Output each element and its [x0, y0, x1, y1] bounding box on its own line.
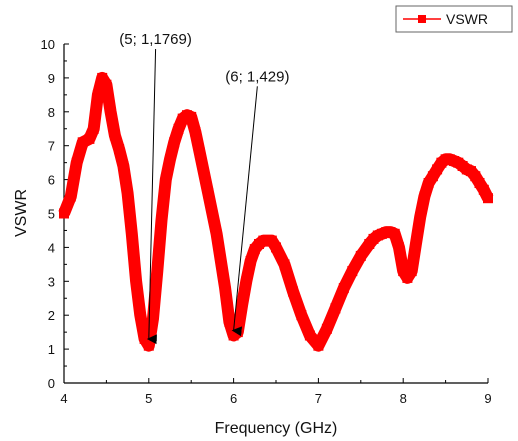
data-point-marker — [105, 106, 116, 117]
annotation-arrow — [146, 48, 157, 345]
data-point-marker — [156, 215, 167, 226]
x-tick-label: 8 — [400, 391, 407, 406]
data-point-marker — [143, 340, 154, 351]
data-point-marker — [169, 137, 180, 148]
data-point-marker — [321, 323, 332, 334]
data-point-marker — [84, 133, 95, 144]
data-point-marker — [415, 211, 426, 222]
data-point-marker — [97, 72, 108, 83]
data-point-marker — [245, 256, 256, 266]
data-point-marker — [347, 266, 358, 277]
data-point-marker — [190, 127, 201, 138]
data-point-marker — [237, 300, 248, 310]
data-point-marker — [203, 188, 214, 199]
data-point-marker — [304, 330, 315, 341]
annotation-label: (6; 1,429) — [225, 68, 289, 85]
data-point-marker — [364, 239, 375, 249]
data-point-marker — [109, 130, 120, 141]
data-point-marker — [474, 178, 485, 188]
data-point-marker — [135, 310, 146, 321]
data-point-marker — [88, 123, 99, 134]
annotation-arrow — [231, 86, 258, 337]
data-point-marker — [288, 286, 298, 297]
y-tick-label: 9 — [48, 71, 55, 86]
data-point-marker — [330, 303, 341, 314]
y-tick-label: 0 — [48, 376, 55, 391]
x-tick-label: 4 — [60, 391, 67, 406]
data-point-marker — [139, 333, 150, 344]
data-point-marker — [118, 161, 129, 171]
data-point-marker — [338, 283, 349, 294]
annotations-group: (5; 1,1769) (6; 1,429) — [119, 31, 289, 345]
series-line-0 — [58, 71, 494, 352]
data-point-marker — [313, 340, 324, 351]
y-tick-label: 4 — [48, 240, 55, 255]
data-point-marker — [194, 147, 205, 158]
data-point-marker — [77, 137, 88, 148]
legend-marker-icon — [418, 15, 426, 23]
data-point-marker — [59, 208, 69, 219]
legend: VSWR — [395, 5, 513, 33]
annotation-label: (5; 1,1769) — [119, 31, 192, 48]
data-point-marker — [419, 191, 430, 202]
y-tick-label: 5 — [48, 207, 55, 222]
y-tick-label: 3 — [48, 274, 55, 289]
data-point-marker — [478, 184, 489, 195]
x-tick-label: 7 — [315, 391, 322, 406]
data-point-marker — [101, 79, 112, 90]
data-point-marker — [232, 327, 243, 338]
data-point-marker — [402, 272, 413, 283]
y-axis-title: VSWR — [13, 189, 30, 237]
data-point-marker — [406, 266, 417, 277]
data-point-marker — [92, 89, 103, 100]
data-point-marker — [126, 228, 137, 239]
data-point-marker — [71, 157, 82, 168]
data-point-marker — [65, 191, 76, 202]
data-point-marker — [165, 154, 175, 165]
data-point-marker — [211, 228, 222, 239]
data-point-marker — [483, 193, 493, 204]
data-point-marker — [148, 313, 158, 324]
data-point-marker — [470, 171, 481, 182]
x-tick-label: 5 — [145, 391, 152, 406]
y-tick-label: 10 — [41, 37, 55, 52]
data-point-marker — [423, 178, 434, 188]
data-point-marker — [114, 144, 125, 155]
data-point-marker — [296, 310, 307, 321]
y-tick-label: 8 — [48, 105, 55, 120]
data-point-marker — [173, 123, 184, 134]
data-point-marker — [271, 242, 281, 253]
data-point-marker — [249, 244, 260, 255]
y-tick-label: 6 — [48, 173, 55, 188]
data-point-marker — [394, 242, 404, 253]
x-tick-label: 9 — [484, 391, 491, 406]
data-point-marker — [160, 174, 171, 185]
data-point-marker — [410, 239, 421, 249]
data-point-marker — [355, 250, 366, 261]
legend-label: VSWR — [446, 11, 488, 27]
axis-ticks: 4 5 6 7 8 9 0 1 2 3 4 5 6 7 8 9 10 — [41, 37, 492, 406]
y-tick-label: 2 — [48, 308, 55, 323]
data-point-marker — [432, 164, 443, 175]
y-tick-label: 7 — [48, 139, 55, 154]
data-point-marker — [427, 171, 438, 182]
x-axis-title: Frequency (GHz) — [215, 420, 338, 437]
data-point-marker — [241, 276, 252, 287]
x-tick-label: 6 — [230, 391, 237, 406]
series-group — [58, 71, 494, 352]
data-point-marker — [186, 111, 197, 122]
data-point-marker — [220, 283, 231, 294]
data-point-marker — [389, 228, 400, 239]
data-point-marker — [279, 259, 290, 270]
data-point-marker — [122, 188, 133, 199]
data-point-marker — [266, 235, 277, 246]
data-point-marker — [224, 317, 235, 327]
data-point-marker — [131, 276, 142, 287]
data-point-marker — [152, 266, 163, 277]
data-point-marker — [466, 166, 476, 177]
data-point-marker — [398, 266, 409, 277]
y-tick-label: 1 — [48, 342, 55, 357]
